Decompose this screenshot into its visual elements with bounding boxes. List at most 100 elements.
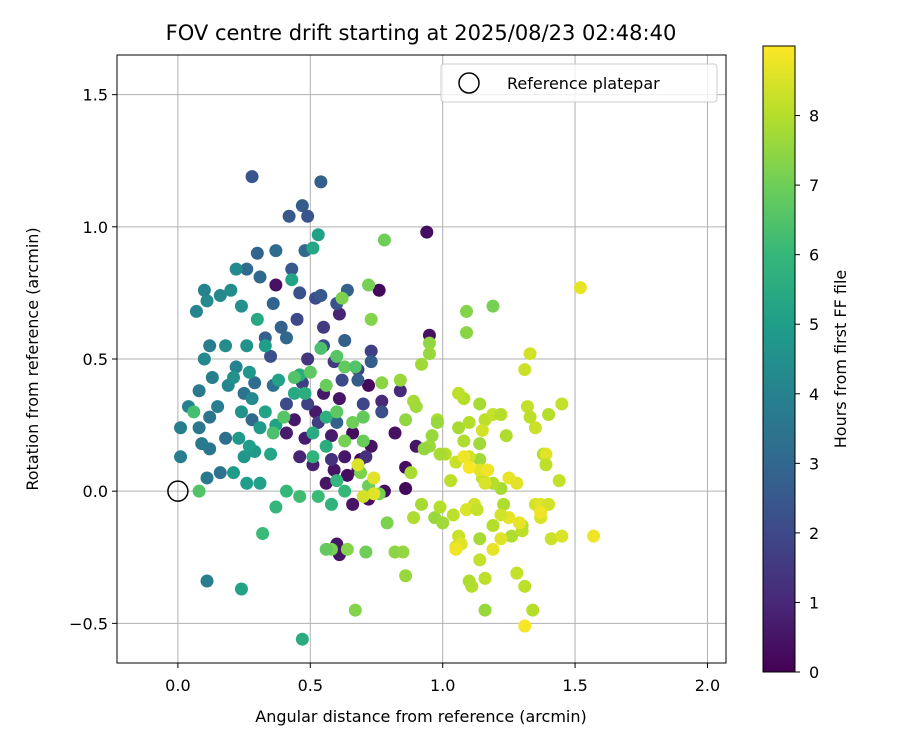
data-point [290, 312, 304, 326]
data-point [346, 415, 360, 429]
data-point [303, 365, 317, 379]
data-point [279, 397, 293, 411]
data-point [393, 384, 407, 398]
data-point [528, 421, 542, 435]
data-points [174, 170, 601, 646]
data-point [314, 175, 328, 189]
data-point [293, 286, 307, 300]
data-point [473, 397, 487, 411]
x-tick-label: 1.0 [430, 676, 455, 695]
data-point [494, 532, 508, 546]
data-point [481, 463, 495, 477]
data-point [539, 458, 553, 472]
colorbar-tick-label: 4 [809, 385, 819, 404]
y-tick-label: −0.5 [69, 614, 108, 633]
data-point [407, 511, 421, 525]
data-point [245, 392, 259, 406]
data-point [340, 542, 354, 556]
data-point [311, 228, 325, 242]
data-point [335, 291, 349, 305]
data-point [422, 347, 436, 361]
data-point [526, 603, 540, 617]
data-point [319, 410, 333, 424]
data-point [242, 439, 256, 453]
data-point [473, 532, 487, 546]
legend-marker-open-circle [458, 72, 480, 94]
data-point [436, 516, 450, 530]
data-point [248, 376, 262, 390]
data-point [494, 508, 508, 522]
data-point [587, 529, 601, 543]
data-point [205, 371, 219, 385]
data-point [319, 378, 333, 392]
data-point [269, 278, 283, 292]
data-point [351, 458, 365, 472]
data-point [502, 471, 516, 485]
data-point [245, 170, 259, 184]
data-point [192, 484, 206, 498]
data-point [279, 484, 293, 498]
data-point [332, 392, 346, 406]
data-point [362, 378, 376, 392]
data-point [279, 331, 293, 345]
data-point [462, 460, 476, 474]
data-point [240, 339, 254, 353]
data-point [200, 294, 214, 308]
data-point [311, 489, 325, 503]
data-point [195, 437, 209, 451]
data-point [189, 304, 203, 318]
x-tick-label: 1.5 [562, 676, 587, 695]
x-axis-label: Angular distance from reference (arcmin) [255, 707, 586, 726]
data-point [229, 262, 243, 276]
data-point [232, 431, 246, 445]
data-point [494, 408, 508, 422]
data-point [552, 474, 566, 488]
data-point [399, 413, 413, 427]
data-point [245, 413, 259, 427]
data-point [420, 225, 434, 239]
colorbar-tick-label: 6 [809, 246, 819, 265]
colorbar-tick-label: 8 [809, 107, 819, 126]
data-point [234, 299, 248, 313]
data-point [478, 603, 492, 617]
data-point [317, 320, 331, 334]
data-point [338, 484, 352, 498]
data-point [446, 508, 460, 522]
data-point [227, 371, 241, 385]
data-point [367, 487, 381, 501]
data-point [197, 352, 211, 366]
x-tick-label: 2.0 [695, 676, 720, 695]
data-point [388, 426, 402, 440]
data-point [364, 344, 378, 358]
data-point [264, 349, 278, 363]
data-point [174, 421, 188, 435]
y-axis-ticks: −0.5 0.0 0.5 1.0 1.5 [69, 86, 117, 633]
data-point [478, 571, 492, 585]
x-axis-ticks: 0.0 0.5 1.0 1.5 2.0 [165, 663, 720, 695]
data-point [279, 426, 293, 440]
data-point [295, 199, 309, 213]
data-point [335, 373, 349, 387]
data-point [497, 497, 511, 511]
data-point [409, 400, 423, 414]
data-point [523, 410, 537, 424]
data-point [510, 566, 524, 580]
data-point [309, 405, 323, 419]
data-point [499, 429, 513, 443]
colorbar-gradient [762, 45, 796, 673]
data-point [338, 360, 352, 374]
data-point [462, 415, 476, 429]
data-point [306, 241, 320, 255]
data-point [219, 431, 233, 445]
data-point [174, 450, 188, 464]
data-point [301, 352, 315, 366]
x-tick-label: 0.0 [165, 676, 190, 695]
data-point [327, 463, 341, 477]
data-point [203, 339, 217, 353]
data-point [486, 519, 500, 533]
data-point [478, 476, 492, 490]
data-point [473, 553, 487, 567]
data-point [452, 421, 466, 435]
data-point [266, 426, 280, 440]
